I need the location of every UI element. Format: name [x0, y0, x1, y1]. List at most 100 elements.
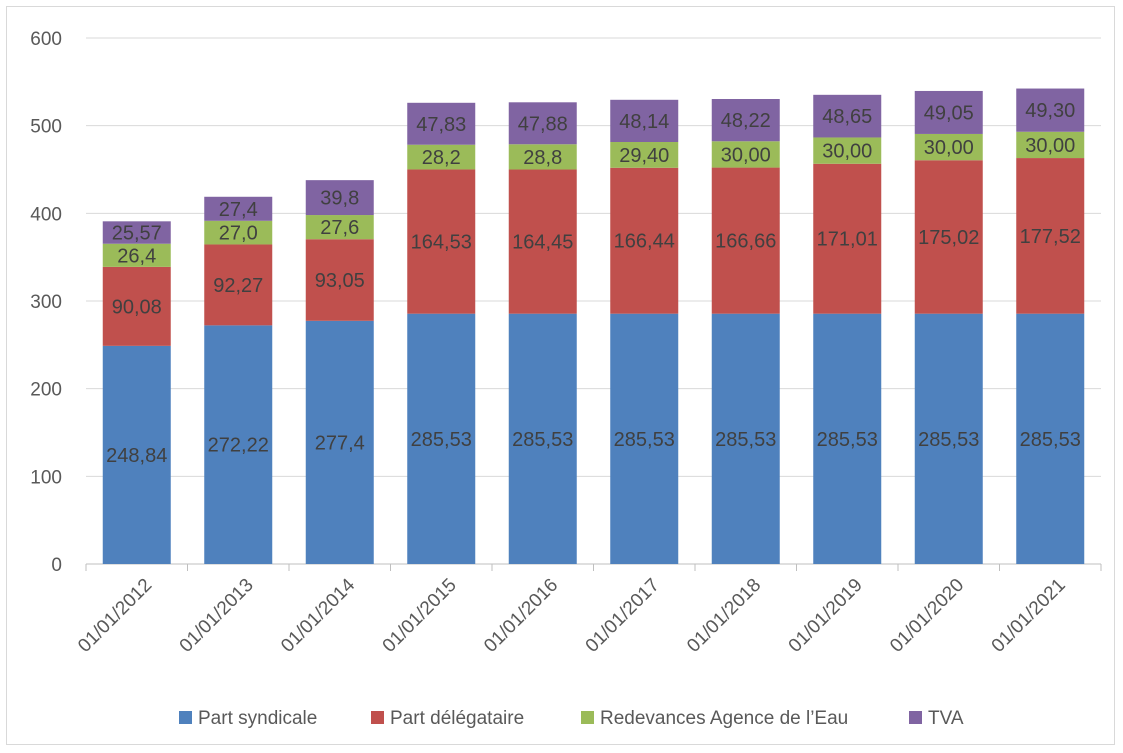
- data-label: 272,22: [208, 435, 269, 457]
- data-label: 29,40: [619, 145, 669, 167]
- bar-segment: [407, 102, 476, 145]
- legend-label: Redevances Agence de l’Eau: [600, 708, 848, 729]
- bar-segment: [204, 325, 273, 564]
- legend: Part syndicale Part délégataire Redevances…: [179, 708, 964, 729]
- bar-segment: [204, 244, 273, 326]
- bar-segment: [407, 313, 476, 564]
- bar-segment: [102, 266, 171, 346]
- bar-segment: [711, 99, 780, 142]
- bar-segment: [407, 144, 476, 170]
- x-axis: 01/01/2012 01/01/2013 01/01/2014 01/01/2015…: [74, 574, 1070, 656]
- data-label: 30,00: [721, 144, 771, 166]
- bar-segment: [305, 180, 374, 216]
- data-label: 47,88: [518, 113, 568, 135]
- x-tick-label: 01/01/2014: [277, 574, 359, 656]
- x-tick-label: 01/01/2015: [379, 575, 461, 657]
- x-tick-label: 01/01/2012: [74, 575, 156, 657]
- bar-segment: [914, 90, 983, 134]
- y-tick-label: 300: [30, 292, 62, 313]
- legend-label: Part délégataire: [390, 708, 524, 729]
- y-tick-label: 600: [30, 29, 62, 50]
- data-label: 164,45: [512, 232, 573, 254]
- bar-segment: [508, 313, 577, 564]
- bar-segment: [102, 221, 171, 244]
- y-tick-label: 200: [30, 380, 62, 401]
- bar-segment: [813, 94, 882, 138]
- bar-segment: [711, 313, 780, 564]
- data-label: 285,53: [614, 429, 675, 451]
- data-label: 90,08: [112, 296, 162, 318]
- x-tick-label: 01/01/2020: [886, 575, 968, 657]
- data-label: 171,01: [817, 229, 878, 251]
- stacked-bar-chart: 0 100 200 300 400 500 600 248,84 90,08 26,425,57…: [30, 29, 1102, 729]
- data-label: 285,53: [512, 429, 573, 451]
- bar-segment: [813, 163, 882, 314]
- data-label: 277,4: [315, 432, 365, 454]
- bar-segment: [610, 99, 679, 142]
- bar-segment: [914, 160, 983, 314]
- data-label: 47,83: [416, 114, 466, 136]
- bar-segment: [407, 169, 476, 314]
- x-tick-label: 01/01/2018: [683, 575, 765, 657]
- data-label: 164,53: [411, 232, 472, 254]
- bar-segment: [610, 313, 679, 564]
- y-tick-label: 400: [30, 204, 62, 225]
- bar-segment: [711, 167, 780, 314]
- bar-segment: [305, 320, 374, 564]
- data-label: 166,66: [715, 231, 776, 253]
- y-tick-label: 500: [30, 117, 62, 138]
- data-label: 28,8: [523, 147, 562, 169]
- bar-segment: [305, 239, 374, 321]
- bar-segment: [102, 345, 171, 564]
- bar-segment: [508, 144, 577, 170]
- legend-label: TVA: [928, 708, 964, 729]
- x-tick-label: 01/01/2021: [988, 575, 1070, 657]
- chart-area: 0 100 200 300 400 500 600 248,84 90,08 26,4 25,57…: [6, 6, 1115, 745]
- legend-swatch: [581, 711, 594, 724]
- data-label: 285,53: [918, 429, 979, 451]
- bar-segment: [1016, 88, 1085, 132]
- data-label: 285,53: [1020, 429, 1081, 451]
- data-label: 48,22: [721, 110, 771, 132]
- data-label: 285,53: [817, 429, 878, 451]
- bar-segment: [813, 313, 882, 564]
- bar-segment: [1016, 158, 1085, 314]
- data-label: 25,57: [112, 223, 162, 245]
- x-tick-label: 01/01/2013: [176, 575, 258, 657]
- bar-segment: [1016, 131, 1085, 159]
- bar-segment: [305, 215, 374, 240]
- legend-swatch: [179, 711, 192, 724]
- data-label: 175,02: [918, 227, 979, 249]
- y-tick-label: 100: [30, 467, 62, 488]
- data-label: 48,65: [822, 106, 872, 128]
- data-label: 49,05: [924, 102, 974, 124]
- data-label: 30,00: [1025, 135, 1075, 157]
- data-label: 30,00: [924, 137, 974, 159]
- bar-segment: [610, 167, 679, 314]
- data-label: 27,6: [320, 217, 359, 239]
- data-label: 285,53: [411, 429, 472, 451]
- data-label: 93,05: [315, 270, 365, 292]
- y-axis: 0 100 200 300 400 500 600: [30, 29, 62, 576]
- bars: [102, 88, 1085, 564]
- legend-swatch: [371, 711, 384, 724]
- legend-swatch: [909, 711, 922, 724]
- data-label: 39,8: [320, 188, 359, 210]
- bar-segment: [102, 243, 171, 267]
- data-labels: 248,84 90,08 26,425,57 272,22 92,27 27,027,4 2…: [106, 100, 1081, 467]
- data-label: 248,84: [106, 445, 167, 467]
- data-label: 177,52: [1020, 226, 1081, 248]
- data-label: 26,4: [117, 245, 156, 267]
- data-label: 166,44: [614, 231, 675, 253]
- y-tick-label: 0: [51, 555, 62, 576]
- bar-segment: [1016, 313, 1085, 564]
- x-tick-label: 01/01/2016: [480, 575, 562, 657]
- bar-segment: [914, 133, 983, 161]
- data-label: 49,30: [1025, 100, 1075, 122]
- bar-segment: [610, 141, 679, 168]
- data-label: 27,0: [219, 223, 258, 245]
- data-label: 30,00: [822, 141, 872, 163]
- data-label: 285,53: [715, 429, 776, 451]
- x-tick-label: 01/01/2017: [582, 575, 664, 657]
- bar-segment: [204, 220, 273, 245]
